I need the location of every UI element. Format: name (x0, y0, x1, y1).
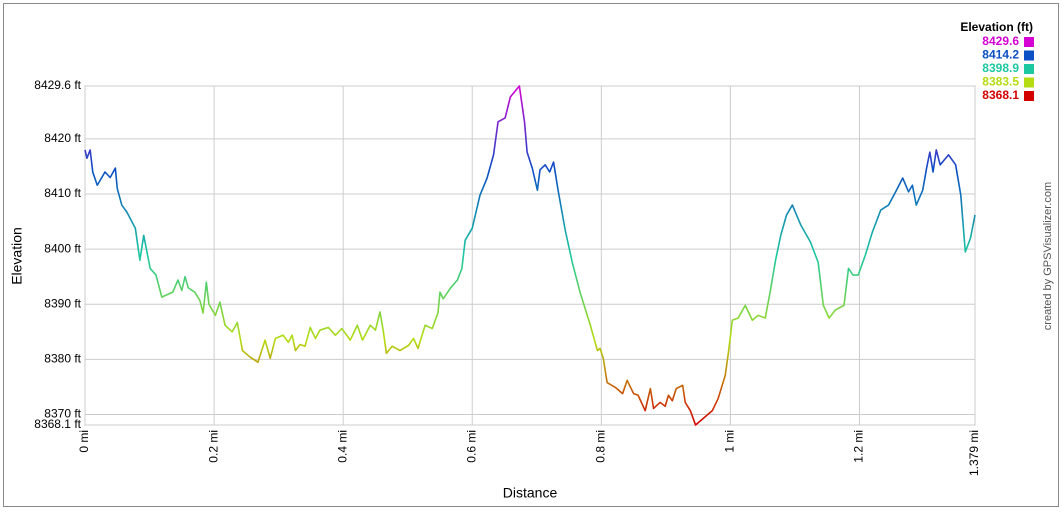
y-tick-label: 8380 ft (44, 352, 81, 366)
legend-label: 8368.1 (982, 88, 1019, 102)
x-axis-label: Distance (503, 485, 558, 501)
y-tick-label: 8390 ft (44, 296, 81, 310)
y-tick-label: 8400 ft (44, 241, 81, 255)
y-tick-label: 8370 ft (44, 407, 81, 421)
x-tick-label: 0 mi (77, 430, 91, 453)
y-tick-label: 8420 ft (44, 131, 81, 145)
legend-swatch (1024, 77, 1034, 88)
x-tick-label: 0.2 mi (206, 430, 220, 463)
plot-area (84, 85, 976, 426)
elevation-line (84, 85, 976, 426)
legend-swatch (1024, 64, 1034, 74)
legend-swatch (1024, 50, 1034, 61)
y-axis-label: Elevation (9, 227, 25, 285)
y-tick-label: 8410 ft (44, 186, 81, 200)
legend-label: 8383.5 (982, 75, 1019, 89)
x-tick-label: 1 mi (723, 430, 737, 453)
legend-swatch (1024, 37, 1034, 47)
legend-title: Elevation (ft) (960, 20, 1033, 34)
legend-label: 8414.2 (982, 48, 1019, 62)
y-tick-label: 8429.6 ft (34, 78, 81, 92)
legend-label: 8429.6 (982, 34, 1019, 48)
x-tick-label: 1.2 mi (852, 430, 866, 463)
x-tick-label: 0.8 mi (593, 430, 607, 463)
x-tick-label: 1.379 mi (967, 430, 981, 476)
x-tick-label: 0.6 mi (464, 430, 478, 463)
x-tick-label: 0.4 mi (335, 430, 349, 463)
y-tick-label: 8368.1 ft (34, 417, 81, 431)
legend-label: 8398.9 (982, 61, 1019, 75)
legend-swatch (1024, 91, 1034, 101)
credit: created by GPSVisualizer.com (1042, 182, 1054, 330)
